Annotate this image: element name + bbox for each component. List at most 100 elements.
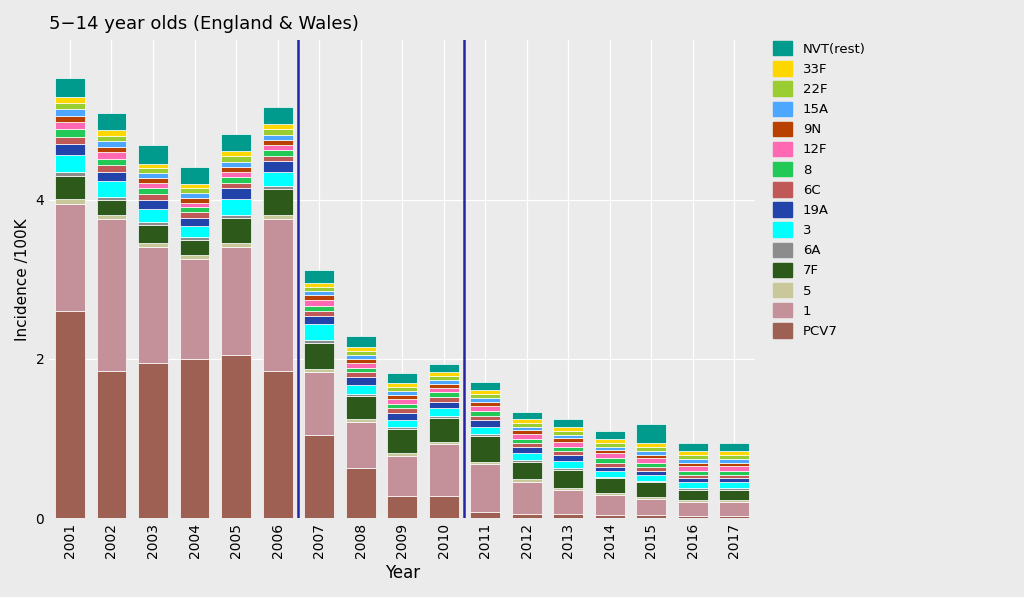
Bar: [512, 444, 542, 447]
Bar: [96, 220, 126, 371]
Bar: [678, 516, 708, 518]
Bar: [512, 482, 542, 513]
Bar: [346, 347, 376, 351]
Bar: [304, 311, 334, 316]
Bar: [470, 420, 500, 427]
Bar: [138, 194, 168, 199]
Bar: [387, 453, 417, 456]
Bar: [221, 215, 251, 218]
Bar: [304, 370, 334, 373]
Bar: [595, 430, 625, 439]
Bar: [96, 197, 126, 201]
Bar: [221, 156, 251, 162]
Bar: [179, 259, 210, 359]
Bar: [636, 454, 667, 458]
Bar: [55, 155, 85, 173]
Bar: [636, 481, 667, 482]
Bar: [262, 371, 293, 518]
Bar: [304, 295, 334, 300]
Bar: [55, 109, 85, 116]
Bar: [553, 456, 584, 461]
Bar: [678, 500, 708, 503]
Bar: [470, 394, 500, 398]
Bar: [96, 216, 126, 220]
Bar: [429, 496, 459, 518]
Bar: [179, 237, 210, 240]
Bar: [304, 270, 334, 283]
Bar: [636, 463, 667, 467]
Bar: [553, 461, 584, 468]
Bar: [595, 439, 625, 442]
Bar: [678, 451, 708, 456]
Bar: [304, 287, 334, 291]
Bar: [138, 222, 168, 225]
Bar: [636, 471, 667, 475]
Bar: [55, 122, 85, 130]
Bar: [553, 435, 584, 438]
Bar: [636, 458, 667, 463]
Bar: [429, 444, 459, 496]
Bar: [429, 408, 459, 416]
Bar: [470, 398, 500, 402]
Bar: [720, 488, 750, 490]
Bar: [55, 97, 85, 103]
Bar: [387, 373, 417, 383]
Bar: [636, 447, 667, 451]
Bar: [179, 256, 210, 259]
Bar: [553, 488, 584, 491]
Bar: [262, 186, 293, 189]
Bar: [387, 404, 417, 408]
Bar: [429, 397, 459, 402]
Bar: [55, 144, 85, 155]
Bar: [179, 226, 210, 237]
Bar: [720, 490, 750, 500]
Bar: [304, 300, 334, 306]
Bar: [262, 189, 293, 216]
Bar: [720, 466, 750, 470]
Text: 5−14 year olds (England & Wales): 5−14 year olds (England & Wales): [49, 15, 359, 33]
Bar: [221, 199, 251, 215]
Bar: [512, 430, 542, 434]
Bar: [262, 171, 293, 186]
Bar: [595, 471, 625, 477]
Bar: [387, 413, 417, 420]
Bar: [262, 220, 293, 371]
Bar: [678, 490, 708, 500]
Bar: [387, 408, 417, 413]
Bar: [387, 387, 417, 391]
Bar: [262, 161, 293, 171]
Bar: [678, 503, 708, 516]
Bar: [304, 373, 334, 435]
X-axis label: Year: Year: [385, 564, 420, 582]
Bar: [304, 283, 334, 287]
Bar: [429, 380, 459, 384]
Bar: [96, 371, 126, 518]
Bar: [179, 213, 210, 218]
Bar: [678, 482, 708, 488]
Bar: [553, 447, 584, 451]
Bar: [720, 503, 750, 516]
Bar: [138, 178, 168, 183]
Y-axis label: Incidence /100K: Incidence /100K: [15, 218, 30, 340]
Bar: [304, 291, 334, 295]
Bar: [720, 500, 750, 503]
Bar: [512, 418, 542, 423]
Bar: [636, 499, 667, 515]
Bar: [429, 402, 459, 408]
Bar: [138, 144, 168, 164]
Bar: [346, 336, 376, 347]
Bar: [221, 162, 251, 167]
Bar: [720, 451, 750, 456]
Bar: [429, 392, 459, 397]
Bar: [55, 173, 85, 176]
Bar: [346, 351, 376, 355]
Bar: [470, 411, 500, 416]
Bar: [595, 478, 625, 493]
Bar: [138, 225, 168, 244]
Bar: [179, 167, 210, 184]
Bar: [96, 201, 126, 216]
Bar: [179, 203, 210, 208]
Bar: [595, 447, 625, 450]
Bar: [636, 497, 667, 499]
Bar: [221, 218, 251, 244]
